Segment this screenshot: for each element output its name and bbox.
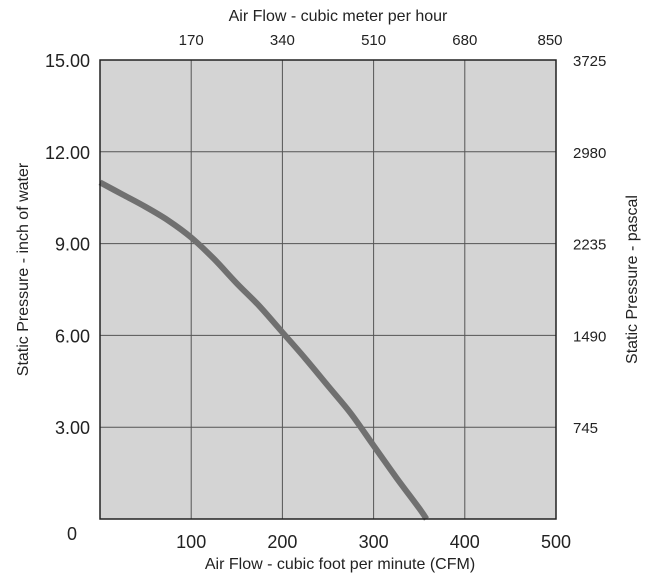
x-tick-label: 100: [176, 532, 206, 552]
x-tick-label: 400: [450, 532, 480, 552]
y-tick-label: 6.00: [55, 326, 90, 346]
y-tick-label: 15.00: [45, 51, 90, 71]
y-tick-label: 3.00: [55, 418, 90, 438]
y-tick-labels: 3.00 6.00 9.00 12.00 15.00: [45, 51, 90, 438]
y2-tick-label: 3725: [573, 53, 606, 70]
origin-label: 0: [67, 524, 77, 544]
x-tick-labels: 100 200 300 400 500: [176, 532, 571, 552]
plot-frame: [99, 59, 557, 520]
x2-tick-label: 850: [537, 32, 562, 49]
x2-tick-label: 340: [270, 32, 295, 49]
pressure-flow-curve: [98, 179, 430, 521]
y2-tick-label: 745: [573, 420, 598, 437]
x2-axis-title: Air Flow - cubic meter per hour: [229, 8, 448, 25]
plot-area: [100, 60, 556, 519]
x2-tick-labels: 170 340 510 680 850: [179, 32, 563, 49]
y-tick-label: 9.00: [55, 235, 90, 255]
grid-lines: [100, 60, 556, 519]
y-tick-label: 12.00: [45, 143, 90, 163]
y2-tick-label: 2980: [573, 145, 606, 162]
x2-tick-label: 510: [361, 32, 386, 49]
y2-tick-label: 1490: [573, 328, 606, 345]
x-axis-title: Air Flow - cubic foot per minute (CFM): [205, 556, 475, 573]
x-tick-label: 200: [267, 532, 297, 552]
x2-tick-label: 170: [179, 32, 204, 49]
x-tick-label: 500: [541, 532, 571, 552]
y-axis-title: Static Pressure - inch of water: [15, 162, 32, 376]
x-tick-label: 300: [359, 532, 389, 552]
y2-tick-labels: 745 1490 2235 2980 3725: [573, 53, 606, 437]
x2-tick-label: 680: [452, 32, 477, 49]
y2-tick-label: 2235: [573, 237, 606, 254]
y2-axis-title: Static Pressure - pascal: [624, 195, 641, 364]
